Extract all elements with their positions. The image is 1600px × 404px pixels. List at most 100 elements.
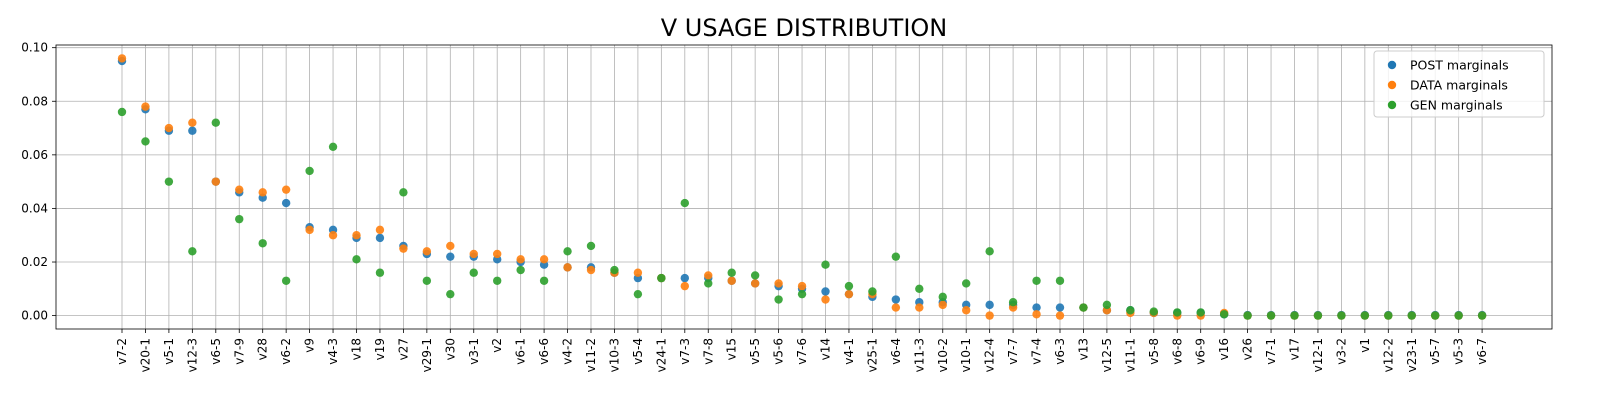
y-tick-label: 0.08 (21, 94, 48, 108)
x-tick-label: v17 (1288, 338, 1302, 360)
point-series-1 (1032, 310, 1041, 319)
legend-box (1373, 50, 1545, 118)
point-series-1 (141, 102, 150, 111)
point-series-2 (164, 177, 174, 186)
point-series-1 (211, 177, 220, 186)
x-tick-label: v4-1 (842, 338, 856, 365)
point-series-2 (352, 255, 361, 264)
x-tick-label: v7-8 (701, 338, 715, 365)
point-series-2 (680, 198, 689, 208)
point-series-2 (1149, 307, 1159, 316)
x-tick-label: v6-1 (514, 338, 528, 365)
point-series-2 (563, 247, 572, 256)
x-tick-label: v15 (725, 338, 739, 360)
point-series-1 (821, 295, 830, 304)
x-tick-label: v10-1 (959, 338, 973, 372)
x-tick-label: v29-1 (420, 338, 434, 372)
x-tick-label: v6-5 (209, 338, 223, 365)
point-series-2 (1477, 311, 1487, 320)
point-series-2 (328, 142, 338, 152)
point-series-1 (844, 289, 854, 299)
point-series-2 (188, 247, 197, 256)
x-tick-label: v7-9 (232, 338, 246, 365)
x-tick-label: v13 (1076, 338, 1090, 360)
x-tick-label: v11-2 (584, 338, 598, 372)
x-tick-label: v12-5 (1100, 338, 1114, 372)
point-series-2 (375, 268, 385, 277)
point-series-2 (586, 241, 596, 251)
point-series-1 (258, 188, 267, 197)
point-series-1 (962, 306, 971, 315)
point-series-0 (891, 295, 901, 304)
point-series-2 (1290, 311, 1299, 320)
point-series-1 (563, 263, 572, 272)
point-series-2 (1219, 310, 1229, 319)
point-series-2 (1407, 311, 1416, 320)
legend: POST marginals DATA marginals GEN marginal… (1373, 50, 1545, 118)
point-series-2 (258, 239, 267, 248)
point-series-2 (446, 289, 455, 299)
x-tick-label: v7-4 (1030, 338, 1044, 365)
x-tick-label: v14 (819, 338, 833, 360)
x-tick-label: v5-6 (772, 338, 786, 365)
point-series-2 (539, 276, 549, 285)
axes-frame (55, 44, 1553, 330)
x-tick-label: v5-7 (1428, 338, 1442, 365)
point-series-0 (985, 300, 994, 310)
x-tick-label: v28 (256, 338, 270, 360)
point-series-2 (891, 252, 901, 261)
point-series-1 (399, 244, 408, 253)
point-series-2 (469, 268, 478, 277)
point-series-1 (235, 185, 244, 194)
point-series-2 (844, 281, 854, 291)
point-series-0 (375, 233, 385, 243)
x-tick-label: v27 (396, 338, 410, 360)
point-series-2 (985, 247, 994, 256)
point-series-2 (962, 279, 971, 288)
point-series-0 (1055, 303, 1065, 312)
y-tick-label: 0.00 (21, 309, 48, 323)
point-series-2 (610, 265, 619, 275)
point-series-2 (704, 279, 713, 288)
legend-label: DATA marginals (1410, 78, 1508, 93)
y-tick-label: 0.04 (21, 201, 48, 215)
x-tick-label: v12-2 (1381, 338, 1395, 372)
y-tick-label: 0.02 (21, 255, 48, 269)
point-series-1 (774, 279, 783, 288)
point-series-2 (797, 289, 807, 299)
x-tick-label: v2 (490, 338, 504, 353)
point-series-1 (1055, 311, 1065, 320)
x-tick-label: v7-2 (115, 338, 129, 365)
x-tick-label: v26 (1241, 338, 1255, 360)
point-series-1 (938, 300, 947, 310)
x-tick-label: v9 (303, 338, 317, 353)
x-tick-label: v6-9 (1194, 338, 1208, 365)
point-series-1 (305, 225, 314, 235)
point-series-2 (1196, 308, 1205, 317)
point-series-2 (1266, 311, 1276, 320)
x-tick-label: v1 (1358, 338, 1372, 353)
point-series-2 (1431, 311, 1440, 320)
point-series-2 (1313, 311, 1323, 320)
x-tick-label: v6-3 (1053, 338, 1067, 365)
point-series-1 (985, 311, 994, 320)
point-series-2 (1055, 276, 1065, 285)
point-series-2 (1102, 300, 1112, 310)
x-tick-label: v6-8 (1170, 338, 1184, 365)
point-series-2 (915, 284, 924, 294)
x-tick-label: v18 (350, 338, 364, 360)
x-tick-label: v3-1 (467, 338, 481, 365)
x-tick-label: v12-3 (185, 338, 199, 372)
point-series-2 (305, 166, 314, 176)
legend-marker (1387, 100, 1397, 110)
point-series-2 (1360, 311, 1370, 320)
point-series-2 (750, 271, 760, 280)
x-tick-label: v30 (443, 338, 457, 360)
point-series-2 (493, 276, 502, 285)
x-tick-label: v7-6 (795, 338, 809, 365)
point-series-2 (281, 276, 291, 285)
x-tick-label: v6-4 (889, 338, 903, 365)
legend-marker (1387, 60, 1397, 70)
point-series-1 (891, 303, 901, 312)
